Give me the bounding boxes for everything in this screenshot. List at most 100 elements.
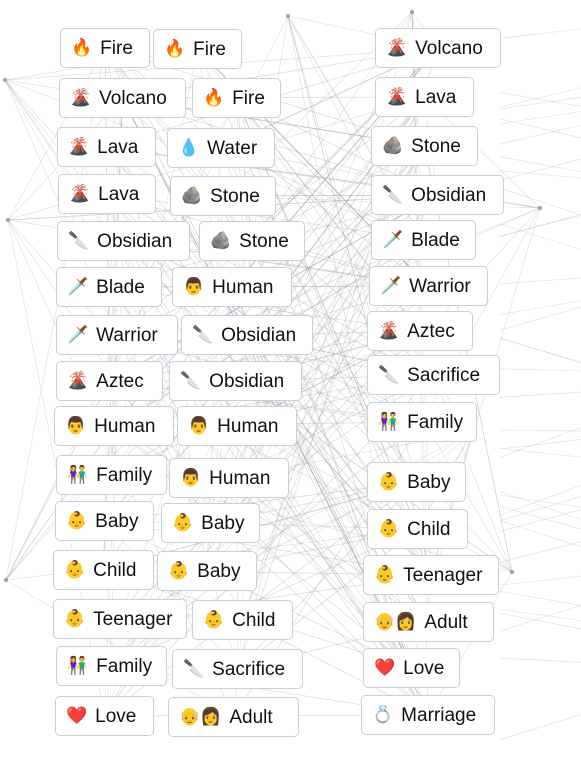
- connection-line: [499, 496, 581, 522]
- element-tile[interactable]: 🔪 Obsidian: [169, 361, 302, 401]
- element-tile[interactable]: 🪨 Stone: [170, 176, 276, 216]
- element-tile[interactable]: 👶 Child: [192, 600, 293, 640]
- element-label: Blade: [411, 229, 460, 251]
- element-emoji-icon: 🪨: [382, 135, 404, 156]
- element-tile[interactable]: 👴👩 Adult: [363, 602, 494, 642]
- element-label: Human: [212, 276, 274, 298]
- element-tile[interactable]: 🔪 Sacrifice: [172, 649, 303, 689]
- connection-line: [111, 334, 118, 476]
- element-tile[interactable]: 👶 Teenager: [53, 599, 187, 639]
- element-tile[interactable]: 👴👩 Adult: [168, 697, 299, 737]
- element-label: Marriage: [401, 704, 477, 726]
- element-label: Stone: [210, 185, 260, 207]
- connection-line: [499, 485, 581, 516]
- element-tile[interactable]: 🔪 Obsidian: [57, 221, 190, 261]
- element-tile[interactable]: 🌋 Lava: [375, 77, 474, 117]
- element-tile[interactable]: 🔥 Fire: [192, 78, 281, 118]
- connection-line: [104, 520, 238, 670]
- element-emoji-icon: 👨: [65, 415, 87, 436]
- connection-line: [499, 509, 581, 532]
- element-label: Human: [209, 467, 271, 489]
- element-emoji-icon: 👫: [67, 464, 89, 485]
- element-tile[interactable]: 💍 Marriage: [361, 695, 495, 735]
- element-label: Obsidian: [411, 184, 487, 206]
- element-emoji-icon: 🔪: [180, 370, 202, 391]
- element-tile[interactable]: ❤️ Love: [363, 648, 460, 688]
- connection-line: [236, 285, 429, 427]
- element-tile[interactable]: 🗡️ Warrior: [56, 315, 178, 355]
- element-tile[interactable]: ❤️ Love: [55, 696, 154, 736]
- element-emoji-icon: 🔪: [192, 324, 214, 345]
- connection-line: [222, 195, 248, 336]
- connection-line: [499, 337, 581, 363]
- element-tile[interactable]: 🌋 Aztec: [367, 311, 473, 351]
- element-tile[interactable]: 👶 Child: [367, 509, 468, 549]
- element-emoji-icon: 🔪: [183, 658, 205, 679]
- element-tile[interactable]: 👫 Family: [367, 402, 477, 442]
- element-tile[interactable]: 👶 Baby: [161, 503, 260, 543]
- element-tile[interactable]: 👶 Child: [53, 550, 154, 590]
- element-emoji-icon: 🌋: [68, 136, 90, 157]
- element-tile[interactable]: 🌋 Volcano: [59, 78, 186, 118]
- element-tile[interactable]: 👨 Human: [54, 406, 174, 446]
- connection-line: [7, 47, 106, 221]
- element-label: Obsidian: [209, 370, 285, 392]
- element-emoji-icon: 👴👩: [179, 706, 222, 727]
- element-tile[interactable]: 🪨 Stone: [371, 126, 478, 166]
- connection-line: [499, 448, 581, 458]
- element-emoji-icon: 🗡️: [67, 276, 89, 297]
- element-emoji-icon: 👶: [172, 512, 194, 533]
- element-emoji-icon: 👶: [203, 609, 225, 630]
- element-tile[interactable]: 🌋 Lava: [57, 127, 156, 167]
- connection-line: [499, 520, 581, 547]
- element-tile[interactable]: 👶 Baby: [157, 551, 257, 591]
- element-tile[interactable]: 👶 Teenager: [363, 555, 499, 595]
- connection-line: [427, 571, 513, 716]
- connection-node: [3, 78, 7, 82]
- element-emoji-icon: 🗡️: [380, 275, 402, 296]
- element-tile[interactable]: 🔪 Obsidian: [181, 315, 313, 355]
- element-tile[interactable]: 🔥 Fire: [60, 28, 150, 68]
- element-tile[interactable]: 💧 Water: [167, 128, 275, 168]
- connection-line: [499, 111, 581, 125]
- element-tile[interactable]: 👫 Family: [56, 646, 167, 686]
- connection-line: [499, 575, 581, 586]
- element-tile[interactable]: 🌋 Lava: [58, 174, 156, 214]
- connection-line: [106, 193, 118, 336]
- element-tile[interactable]: 👨 Human: [169, 458, 289, 498]
- element-label: Teenager: [403, 564, 483, 586]
- element-label: Obsidian: [97, 230, 173, 252]
- element-tile[interactable]: 🌋 Volcano: [375, 28, 501, 68]
- element-tile[interactable]: 🔪 Obsidian: [371, 175, 504, 215]
- element-label: Adult: [424, 611, 468, 633]
- element-tile[interactable]: 👶 Baby: [367, 462, 466, 502]
- element-emoji-icon: 👨: [180, 467, 202, 488]
- element-emoji-icon: 🔪: [382, 184, 404, 205]
- element-label: Fire: [232, 87, 265, 109]
- element-tile[interactable]: 👨 Human: [177, 406, 297, 446]
- element-emoji-icon: 🔪: [378, 364, 400, 385]
- element-emoji-icon: 👶: [378, 518, 400, 539]
- element-tile[interactable]: 🗡️ Blade: [371, 220, 476, 260]
- element-tile[interactable]: 🗡️ Warrior: [369, 266, 488, 306]
- connection-line: [197, 48, 224, 197]
- element-emoji-icon: 👴👩: [374, 611, 417, 632]
- element-emoji-icon: 🪨: [181, 185, 203, 206]
- connection-line: [499, 429, 581, 432]
- element-tile[interactable]: 🗡️ Blade: [56, 267, 162, 307]
- connection-line: [122, 97, 253, 242]
- element-tile[interactable]: 👫 Family: [56, 455, 167, 495]
- element-tile[interactable]: 👨 Human: [172, 267, 292, 307]
- element-tile[interactable]: 🌋 Aztec: [56, 361, 163, 401]
- element-tile[interactable]: 🪨 Stone: [199, 221, 305, 261]
- connection-line: [228, 477, 429, 623]
- element-emoji-icon: 🪨: [210, 230, 232, 251]
- connection-line: [499, 368, 581, 372]
- element-tile[interactable]: 👶 Baby: [55, 501, 154, 541]
- connection-line: [499, 306, 581, 331]
- element-tile[interactable]: 🔥 Fire: [153, 29, 242, 69]
- connection-line: [210, 374, 434, 524]
- element-emoji-icon: 🌋: [69, 183, 91, 204]
- element-tile[interactable]: 🔪 Sacrifice: [367, 355, 500, 395]
- element-emoji-icon: 👶: [374, 564, 396, 585]
